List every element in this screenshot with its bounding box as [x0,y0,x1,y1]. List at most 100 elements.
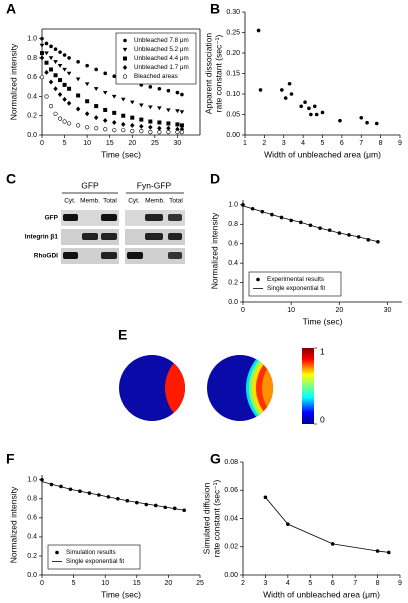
marker [287,81,292,86]
blot-lane: Total [103,198,117,205]
blot-group: GFP [81,180,99,190]
y-tick-label: 0.2 [27,553,37,560]
marker [112,128,117,133]
legend-marker [122,47,128,52]
marker [103,127,108,132]
x-tick-label: 5 [321,140,325,147]
x-tick-label: 0 [241,307,245,314]
y-tick-label: 0.6 [27,515,37,522]
marker [179,110,185,115]
blot-group: Fyn-GFP [137,180,172,190]
x-tick-label: 20 [165,580,173,587]
panel-label: G [210,451,221,467]
x-tick-label: 3 [282,140,286,147]
x-axis-label: Time (sec) [101,589,141,599]
legend-marker [122,74,128,79]
marker [62,82,67,87]
marker [309,112,313,117]
marker [320,110,325,115]
chart: 0 10 20 30 0.0 0.2 0.4 0.6 0.8 1.0 Time (sec) Norma… [209,200,402,326]
marker [359,115,364,120]
blot-lane: Cyt. [128,198,140,205]
marker [44,60,49,65]
y-tick-label: 0.20 [226,50,240,57]
marker [44,69,49,75]
y-tick-label: 0.04 [224,515,238,522]
marker [44,94,49,99]
legend-marker [256,277,260,282]
marker [256,28,261,33]
marker [330,542,335,546]
x-axis-label: Time (sec) [303,316,343,326]
marker [280,88,284,92]
marker [139,103,144,108]
y-tick-label: 0.00 [224,572,238,579]
y-tick-label: 0.0 [27,572,37,579]
marker [102,91,108,95]
marker [121,121,126,127]
marker [121,128,126,133]
colorbar-label: 1 [320,346,325,356]
marker [148,124,153,130]
marker [66,121,72,126]
panel-label: D [210,171,220,187]
y-axis-label: rate constant (sec⁻¹) [211,479,221,557]
y-tick-label: 0.8 [228,221,238,228]
marker [57,64,63,68]
y-tick-label: 0.10 [226,91,240,98]
y-axis-label: Simulated diffusion [201,482,211,554]
blot-row: GFP [45,215,59,222]
marker [120,97,126,102]
marker [166,108,171,113]
marker [375,549,380,553]
marker [75,106,81,112]
marker [263,495,268,500]
series-line [242,205,379,243]
legend-label: Unbleached 5.2 μm [134,46,189,53]
marker [62,67,67,72]
marker [112,119,117,125]
y-tick-label: 0.30 [226,9,240,16]
western-blot: GFP Fyn-GFP Cyt. Memb. Total Cyt. Memb. … [25,180,185,264]
y-tick-label: 0.25 [226,29,240,36]
blot-lane: Memb. [145,198,165,205]
x-tick-label: 10 [101,580,109,587]
marker [148,130,153,135]
marker [139,123,144,129]
marker [175,122,180,127]
marker [130,115,135,120]
marker [58,50,62,54]
marker [39,55,45,61]
marker [58,78,63,83]
marker [48,56,54,61]
y-tick-label: 0.2 [27,113,37,120]
marker [40,477,44,482]
x-tick-label: 4 [301,140,305,147]
marker [76,93,81,98]
marker [386,550,391,555]
x-tick-label: 4 [286,580,290,587]
marker [144,502,149,507]
panel-label: E [118,327,127,343]
marker [103,118,108,124]
marker [48,103,54,109]
marker [93,87,99,91]
legend-label: Single exponential fit [66,558,124,565]
panel-label: C [6,171,16,187]
marker [175,130,180,135]
marker [148,85,153,89]
x-tick-label: 3 [263,580,267,587]
marker [286,522,290,526]
x-tick-label: 8 [376,580,380,587]
x-tick-label: 15 [133,580,141,587]
marker [62,119,67,124]
marker [166,125,171,131]
chart: 0 5 10 15 20 25 0.0 0.2 0.4 0.6 0.8 1.0 Time (sec) No… [8,475,204,599]
x-tick-label: 8 [379,140,383,147]
blot-lane: Total [169,198,183,205]
marker [338,118,342,123]
x-tick-label: 6 [331,580,335,587]
y-tick-label: 0.00 [226,132,240,139]
y-tick-label: 0.6 [27,74,37,81]
